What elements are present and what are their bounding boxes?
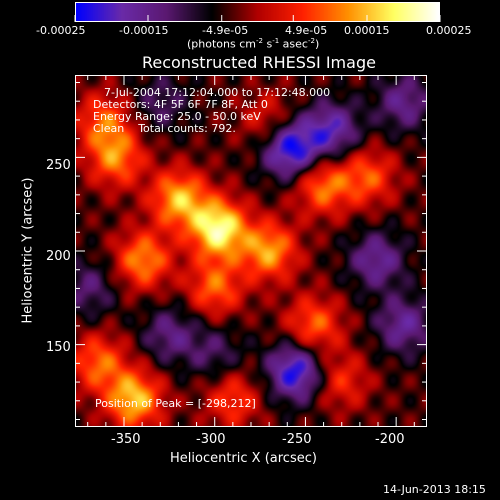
y-tick-label-0: 250 <box>46 158 71 173</box>
y-axis-label: Heliocentric Y (arcsec) <box>20 177 36 324</box>
time-range-label: 7-Jul-2004 17:12:04.000 to 17:12:48.000 <box>104 86 331 99</box>
peak-position-label: Position of Peak = [-298,212] <box>95 397 256 410</box>
colorbar-tick-label-2: -4.9e-05 <box>202 24 249 37</box>
x-tick-label-0: -350 <box>111 432 141 447</box>
colorbar-tick-label-0: -0.00025 <box>36 24 86 37</box>
colorbar-unit-label: (photons cm-2 s-1 asec-2) <box>187 37 320 51</box>
colorbar-tick-label-5: 0.00025 <box>426 24 472 37</box>
clean-counts-label: Clean Total counts: 792. <box>93 122 236 135</box>
colorbar <box>75 2 440 22</box>
image-title: Reconstructed RHESSI Image <box>142 53 376 72</box>
colorbar-tick-label-1: -0.00015 <box>119 24 169 37</box>
colorbar-tick-label-4: 0.00015 <box>344 24 390 37</box>
heatmap-image <box>76 76 426 426</box>
x-tick-label-3: -200 <box>375 432 405 447</box>
energy-range-label: Energy Range: 25.0 - 50.0 keV <box>93 110 261 123</box>
colorbar-tick-label-3: 4.9e-05 <box>285 24 328 37</box>
x-axis-label: Heliocentric X (arcsec) <box>170 451 317 466</box>
colorbar-ticks <box>74 15 441 22</box>
y-tick-label-1: 200 <box>46 249 71 264</box>
x-tick-label-1: -300 <box>196 432 226 447</box>
detectors-label: Detectors: 4F 5F 6F 7F 8F, Att 0 <box>93 98 268 111</box>
rhessi-image-plot <box>75 75 427 427</box>
y-tick-label-2: 150 <box>46 340 71 355</box>
date-stamp: 14-Jun-2013 18:15 <box>383 483 486 496</box>
x-tick-label-2: -250 <box>282 432 312 447</box>
